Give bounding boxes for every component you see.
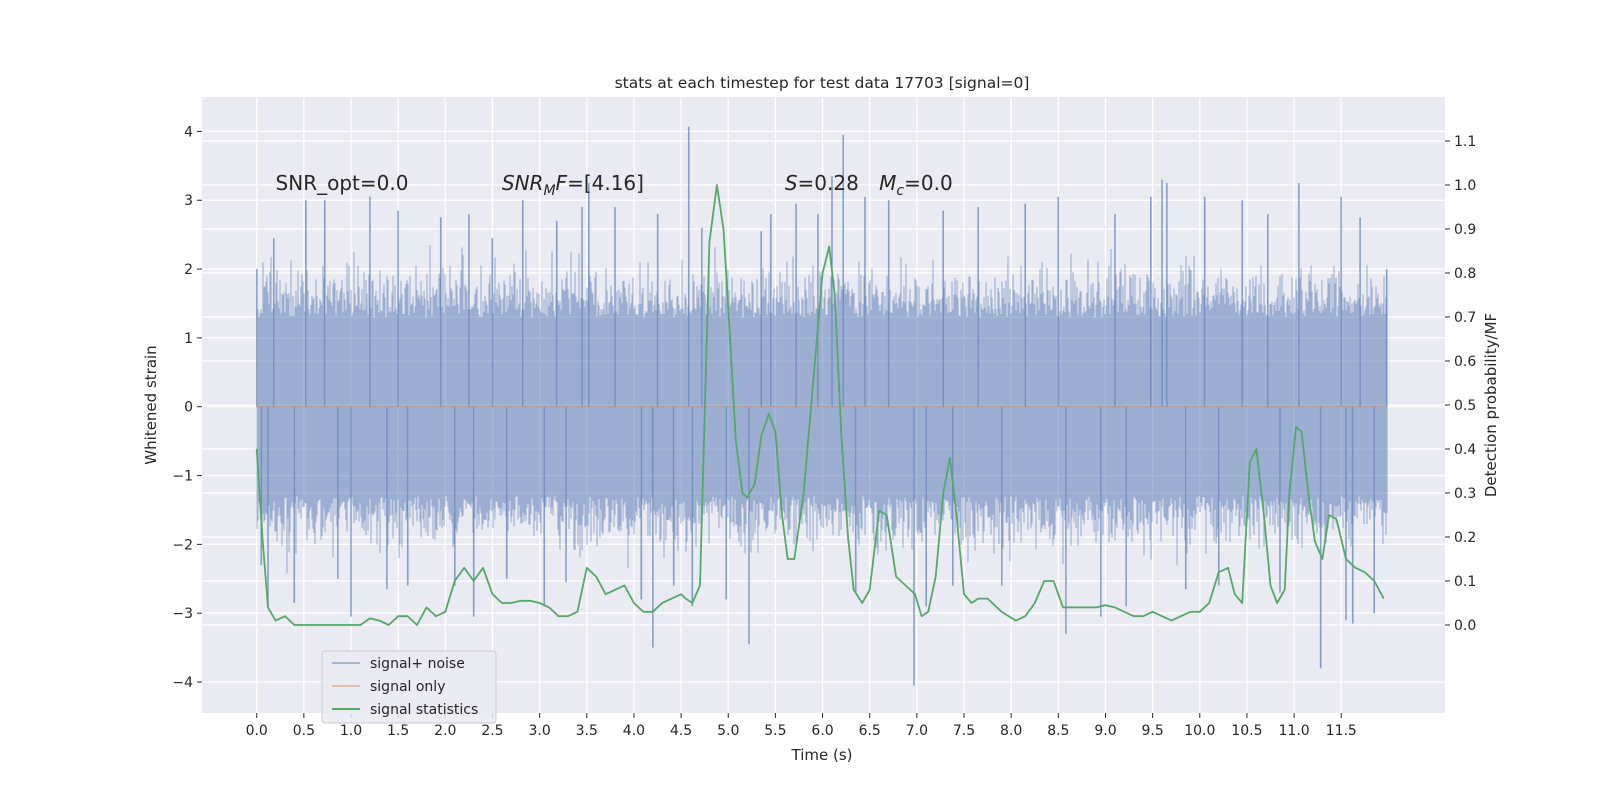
y-axis-left: 4 3 2 1 0 −1 −2 −3 −4 <box>172 124 202 691</box>
y-right-tick-label: 1.0 <box>1454 178 1476 194</box>
y-left-tick-label: 1 <box>184 331 193 347</box>
annotation-snr-opt: SNR_opt=0.0 <box>276 171 409 195</box>
x-tick-label: 7.5 <box>953 723 975 739</box>
y-right-tick-label: 0.2 <box>1454 530 1476 546</box>
y-axis-right-label: Detection probability/MF <box>1482 313 1500 497</box>
legend-label-signal-only: signal only <box>370 679 445 695</box>
x-tick-label: 8.5 <box>1047 723 1069 739</box>
x-tick-label: 0.5 <box>293 723 315 739</box>
x-tick-label: 5.5 <box>764 723 786 739</box>
x-tick-label: 1.5 <box>387 723 409 739</box>
legend: signal+ noise signal only signal statist… <box>321 650 497 724</box>
x-tick-label: 6.5 <box>859 723 881 739</box>
y-left-tick-label: −4 <box>172 675 193 691</box>
annotation-s-stat: S=0.28 <box>785 171 859 195</box>
x-tick-label: 10.5 <box>1231 723 1262 739</box>
legend-label-signal-statistics: signal statistics <box>370 702 478 718</box>
annotations: SNR_opt=0.0 SNRMF=[4.16] S=0.28 Mc=0.0 <box>276 171 953 199</box>
x-tick-label: 3.5 <box>576 723 598 739</box>
y-axis-left-label: Whitened strain <box>142 345 160 464</box>
x-tick-label: 9.5 <box>1142 723 1164 739</box>
x-tick-label: 6.0 <box>811 723 833 739</box>
series-signal-statistics <box>255 184 1385 626</box>
y-right-tick-label: 1.1 <box>1454 134 1476 150</box>
x-tick-label: 9.0 <box>1094 723 1116 739</box>
x-tick-label: 2.0 <box>434 723 456 739</box>
series-signal-noise <box>255 126 1388 686</box>
y-axis-right: 1.1 1.0 0.9 0.8 0.7 0.6 0.5 0.4 0.3 0.2 0.1 0.0 <box>1445 134 1476 634</box>
y-right-tick-label: 0.3 <box>1454 486 1476 502</box>
x-tick-label: 4.0 <box>623 723 645 739</box>
y-right-tick-label: 0.1 <box>1454 574 1476 590</box>
y-left-tick-label: 4 <box>184 124 193 140</box>
y-left-tick-label: 2 <box>184 262 193 278</box>
chart-title: stats at each timestep for test data 177… <box>615 74 1030 92</box>
y-left-tick-label: −2 <box>172 537 193 553</box>
legend-box <box>321 650 497 724</box>
x-tick-label: 4.5 <box>670 723 692 739</box>
legend-label-signal-noise: signal+ noise <box>370 656 465 672</box>
y-right-tick-label: 0.5 <box>1454 398 1476 414</box>
x-tick-label: 2.5 <box>481 723 503 739</box>
y-right-tick-label: 0.6 <box>1454 354 1476 370</box>
y-right-tick-label: 0.7 <box>1454 310 1476 326</box>
x-tick-label: 1.0 <box>340 723 362 739</box>
x-tick-label: 11.5 <box>1326 723 1357 739</box>
x-tick-label: 10.0 <box>1184 723 1215 739</box>
x-tick-label: 0.0 <box>246 723 268 739</box>
y-right-tick-label: 0.0 <box>1454 618 1476 634</box>
y-left-tick-label: −3 <box>172 606 193 622</box>
y-left-tick-label: 0 <box>184 400 193 416</box>
x-tick-label: 7.0 <box>906 723 928 739</box>
y-left-tick-label: −1 <box>172 469 193 485</box>
y-right-tick-label: 0.4 <box>1454 442 1476 458</box>
x-tick-label: 11.0 <box>1279 723 1310 739</box>
x-tick-label: 5.0 <box>717 723 739 739</box>
x-tick-label: 8.0 <box>1000 723 1022 739</box>
x-axis-label: Time (s) <box>791 746 853 764</box>
y-right-tick-label: 0.8 <box>1454 266 1476 282</box>
x-tick-label: 3.0 <box>528 723 550 739</box>
y-left-tick-label: 3 <box>184 193 193 209</box>
annotation-mc: Mc=0.0 <box>879 171 953 199</box>
signal-statistics-line <box>255 184 1385 626</box>
annotation-snr-mf: SNRMF=[4.16] <box>502 171 644 199</box>
y-right-tick-label: 0.9 <box>1454 222 1476 238</box>
